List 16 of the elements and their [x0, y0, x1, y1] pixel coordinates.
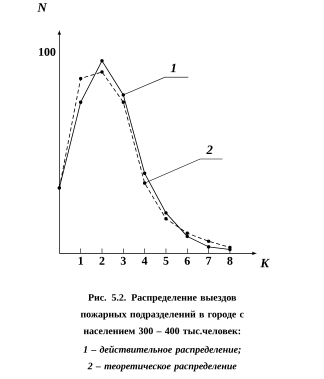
- x-tick-label: 5: [163, 256, 168, 265]
- x-tick-label: 3: [120, 256, 126, 265]
- x-tick-label: 2: [99, 256, 104, 265]
- text: 2: [206, 146, 212, 154]
- text: Рис. 5.2. Распределение выездов пожарных подразделений в городе с населением 300 – 400 тыс.человек:: [80, 294, 244, 334]
- text: 1 – действительное распределение;: [83, 346, 240, 355]
- text: 2 – теоретическое распределение: [87, 362, 236, 372]
- text: 100: [38, 48, 56, 56]
- text: 1: [170, 64, 176, 72]
- x-tick-label: 8: [227, 256, 232, 265]
- x-tick-label: 6: [184, 256, 190, 265]
- x-tick-label: 7: [206, 256, 212, 265]
- x-axis-title: K: [260, 258, 270, 268]
- x-tick-label: 4: [142, 256, 148, 265]
- x-tick-label: 1: [78, 256, 83, 265]
- y-axis-title: N: [37, 3, 47, 12]
